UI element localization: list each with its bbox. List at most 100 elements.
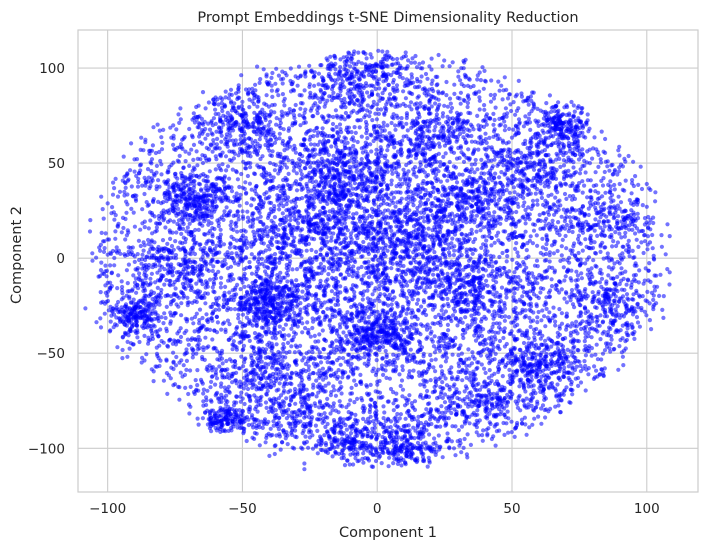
data-point bbox=[549, 284, 555, 289]
data-point bbox=[407, 369, 412, 374]
data-point bbox=[415, 85, 420, 90]
data-point bbox=[477, 70, 482, 75]
data-point bbox=[129, 141, 134, 146]
data-point bbox=[447, 96, 453, 101]
data-point bbox=[151, 379, 156, 384]
data-point bbox=[343, 286, 348, 291]
data-point bbox=[156, 178, 161, 183]
data-point bbox=[375, 309, 380, 314]
data-point bbox=[526, 205, 531, 210]
data-point bbox=[570, 229, 575, 235]
data-point bbox=[413, 314, 418, 319]
data-point bbox=[650, 246, 655, 251]
data-point bbox=[564, 246, 569, 251]
data-point bbox=[487, 116, 493, 121]
data-point bbox=[140, 207, 145, 212]
data-point bbox=[543, 381, 548, 387]
data-point bbox=[187, 411, 192, 416]
data-point bbox=[317, 332, 322, 337]
data-point bbox=[463, 315, 468, 320]
data-point bbox=[561, 265, 566, 270]
data-point bbox=[489, 78, 494, 83]
data-point bbox=[355, 396, 360, 401]
data-point bbox=[316, 71, 321, 76]
data-point bbox=[234, 220, 239, 225]
data-point bbox=[123, 185, 128, 190]
data-point bbox=[449, 410, 454, 416]
data-point bbox=[600, 183, 606, 188]
data-point bbox=[113, 176, 118, 181]
data-point bbox=[247, 181, 252, 186]
data-point bbox=[199, 379, 204, 384]
data-point bbox=[405, 307, 410, 312]
data-point bbox=[365, 108, 370, 113]
data-point bbox=[591, 258, 596, 263]
data-point bbox=[586, 330, 591, 335]
data-point bbox=[322, 411, 327, 416]
data-point bbox=[596, 289, 601, 294]
data-point bbox=[436, 97, 441, 102]
data-point bbox=[602, 348, 608, 353]
data-point bbox=[203, 106, 208, 111]
data-point bbox=[103, 263, 108, 268]
data-point bbox=[301, 428, 306, 433]
data-point bbox=[520, 307, 525, 312]
data-point bbox=[168, 218, 173, 223]
data-point bbox=[338, 362, 343, 367]
data-point bbox=[276, 73, 281, 78]
data-point bbox=[98, 325, 104, 330]
data-point bbox=[667, 234, 672, 239]
data-point bbox=[193, 378, 198, 383]
data-point bbox=[157, 302, 162, 307]
data-point bbox=[277, 136, 282, 141]
data-point bbox=[336, 388, 341, 393]
data-point bbox=[268, 426, 273, 431]
data-point bbox=[621, 244, 626, 249]
data-point bbox=[419, 74, 424, 79]
data-point bbox=[210, 232, 215, 237]
data-point bbox=[521, 214, 526, 219]
data-point bbox=[300, 289, 305, 294]
data-point bbox=[94, 255, 99, 260]
data-point bbox=[153, 150, 158, 156]
data-point bbox=[563, 181, 568, 186]
data-point bbox=[634, 237, 639, 242]
data-point bbox=[269, 88, 274, 93]
data-point bbox=[359, 396, 364, 401]
data-point bbox=[623, 178, 628, 183]
data-point bbox=[350, 274, 355, 279]
data-point bbox=[186, 391, 191, 397]
data-point bbox=[348, 231, 354, 236]
data-point bbox=[505, 254, 510, 259]
data-point bbox=[589, 266, 594, 271]
data-point bbox=[180, 146, 185, 151]
data-point bbox=[339, 384, 344, 390]
data-point bbox=[436, 377, 441, 382]
data-point bbox=[318, 131, 324, 136]
data-point bbox=[617, 344, 622, 349]
data-point bbox=[630, 227, 635, 232]
data-point bbox=[381, 79, 386, 84]
data-point bbox=[304, 248, 309, 253]
data-point bbox=[201, 345, 206, 350]
data-point bbox=[472, 220, 477, 225]
data-point bbox=[395, 88, 400, 93]
data-point bbox=[617, 181, 622, 187]
data-point bbox=[612, 182, 617, 188]
data-point bbox=[411, 368, 416, 373]
data-point bbox=[243, 180, 248, 185]
data-point bbox=[493, 443, 498, 448]
data-point bbox=[269, 153, 274, 158]
data-point bbox=[429, 67, 434, 72]
data-point bbox=[425, 401, 431, 407]
data-point bbox=[494, 429, 499, 434]
data-point bbox=[277, 207, 282, 212]
data-point bbox=[158, 158, 163, 164]
data-point bbox=[450, 352, 455, 357]
data-point bbox=[385, 183, 390, 188]
data-point bbox=[187, 126, 192, 132]
data-point bbox=[348, 391, 353, 396]
data-point bbox=[592, 364, 597, 369]
data-point bbox=[534, 258, 540, 263]
data-point bbox=[573, 278, 579, 283]
